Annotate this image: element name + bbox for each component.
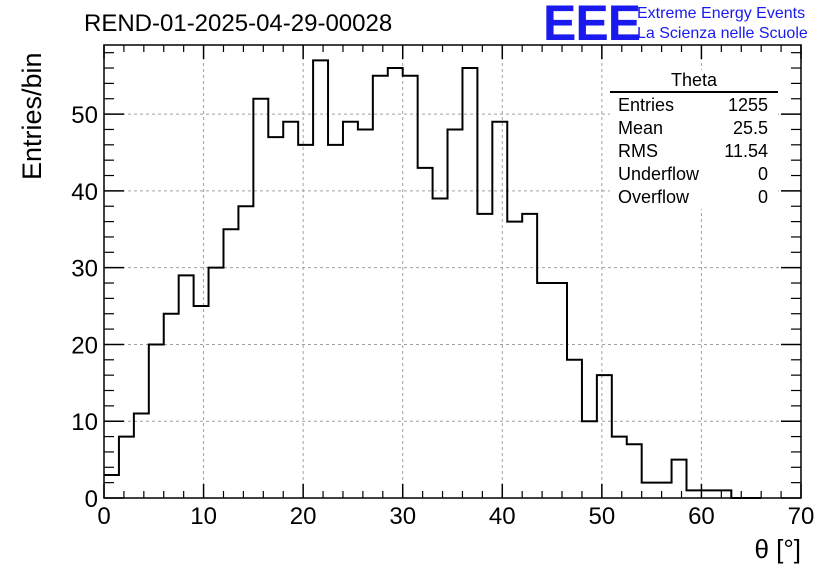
histogram-series-line: [104, 59, 762, 499]
histogram-bin: [328, 145, 343, 498]
tick-labels: 0 10 20 30 40 50 60 70 0 10 20 30 40 50: [71, 102, 814, 530]
histogram-bin: [701, 490, 716, 498]
plot-frame: [103, 44, 802, 499]
stats-value: 25.5: [732, 118, 768, 138]
histogram-bin: [313, 60, 328, 498]
stats-row-entries: Entries 1255: [610, 94, 778, 117]
histogram-bin: [253, 99, 268, 498]
histogram-bin: [597, 375, 612, 498]
x-tick-label: 20: [290, 503, 317, 530]
stats-label: Entries: [618, 95, 675, 115]
stats-label: Mean: [618, 118, 664, 138]
logo-caption-line1: Extreme Energy Events: [637, 5, 806, 22]
stats-value: 0: [757, 187, 768, 207]
stats-row-rms: RMS 11.54: [610, 140, 778, 163]
histogram-bin: [462, 68, 477, 498]
histogram-bin: [179, 275, 194, 498]
histogram-bin: [507, 222, 522, 498]
y-tick-label: 0: [85, 486, 98, 513]
histogram-bin: [283, 122, 298, 498]
y-tick-label: 10: [71, 409, 98, 436]
histogram-bin: [373, 76, 388, 498]
histogram-bin: [657, 483, 672, 498]
stats-label: Underflow: [618, 164, 700, 184]
y-tick-label: 50: [71, 102, 98, 129]
histogram-bin: [448, 129, 463, 498]
histogram-bin: [119, 437, 134, 498]
histogram-bin: [238, 206, 253, 498]
histogram-bin: [134, 414, 149, 498]
histogram-bin: [582, 421, 597, 498]
chart-title: REND-01-2025-04-29-00028: [84, 10, 393, 37]
histogram-bin: [418, 168, 433, 498]
axis-ticks: [103, 45, 802, 499]
y-tick-label: 30: [71, 256, 98, 283]
histogram-bin: [298, 145, 313, 498]
stats-row-mean: Mean 25.5: [610, 117, 778, 140]
eee-logo: EEE: [543, 0, 641, 51]
histogram-bin: [209, 268, 224, 498]
histogram-bin: [403, 76, 418, 498]
stats-label: Overflow: [618, 187, 690, 207]
histogram-bin: [433, 199, 448, 498]
histogram-bin: [552, 283, 567, 498]
histogram-bin: [477, 214, 492, 498]
histogram-bin: [164, 314, 179, 498]
stats-value: 0: [757, 164, 768, 184]
histogram-bin: [149, 344, 164, 498]
stats-value: 1255: [727, 95, 768, 115]
stats-label: RMS: [618, 141, 658, 161]
y-axis-label: Entries/bin: [17, 52, 47, 180]
stats-row-underflow: Underflow 0: [610, 163, 778, 186]
histogram-bin: [686, 490, 701, 498]
histogram-bin: [672, 460, 687, 498]
histogram-bin: [104, 475, 119, 498]
x-tick-label: 0: [97, 503, 110, 530]
y-tick-label: 20: [71, 332, 98, 359]
stats-box: Theta Entries 1255 Mean 25.5 RMS 11.54 U…: [610, 70, 778, 209]
x-tick-label: 10: [190, 503, 217, 530]
histogram-bin: [358, 129, 373, 498]
stats-row-overflow: Overflow 0: [610, 186, 778, 209]
histogram-bin: [343, 122, 358, 498]
x-tick-label: 40: [489, 503, 516, 530]
x-tick-label: 50: [589, 503, 616, 530]
histogram-bin: [612, 437, 627, 498]
histogram-bin: [522, 214, 537, 498]
stats-value: 11.54: [724, 141, 768, 161]
histogram-bin: [223, 229, 238, 498]
x-tick-label: 60: [688, 503, 715, 530]
histogram-bin: [492, 122, 507, 498]
histogram-bin: [537, 283, 552, 498]
stats-box-title: Theta: [610, 70, 778, 93]
histogram-bin: [268, 137, 283, 498]
histogram-bin: [388, 68, 403, 498]
x-axis-label: θ [°]: [754, 534, 801, 564]
histogram-bin: [627, 444, 642, 498]
histogram-bin: [642, 483, 657, 498]
x-tick-label: 70: [788, 503, 815, 530]
logo-caption: Extreme Energy Events La Scienza nelle S…: [637, 4, 808, 44]
logo-caption-line2: La Scienza nelle Scuole: [637, 25, 808, 42]
histogram-bin: [567, 360, 582, 498]
x-tick-label: 30: [389, 503, 416, 530]
histogram-bin: [716, 490, 731, 498]
y-tick-label: 40: [71, 179, 98, 206]
histogram-bin: [194, 306, 209, 498]
